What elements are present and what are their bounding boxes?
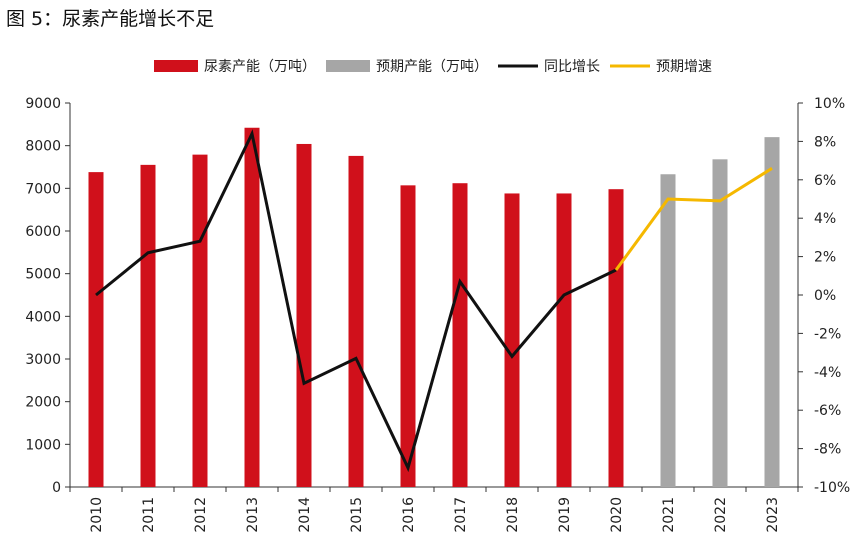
y-right-tick-label: -10% bbox=[814, 480, 850, 496]
y-right-tick-label: 6% bbox=[814, 173, 836, 189]
legend: 尿素产能（万吨） 预期产能（万吨） 同比增长 预期增速 bbox=[154, 59, 712, 75]
bar bbox=[660, 174, 676, 487]
x-tick-label: 2015 bbox=[349, 497, 365, 533]
x-tick-label: 2020 bbox=[609, 497, 625, 533]
x-tick-label: 2016 bbox=[401, 497, 417, 533]
bars bbox=[88, 127, 780, 488]
legend-label: 预期产能（万吨） bbox=[376, 59, 488, 75]
legend-swatch-bar bbox=[326, 60, 370, 72]
y-left-tick-label: 9000 bbox=[25, 96, 61, 112]
x-tick-label: 2017 bbox=[453, 497, 469, 533]
y-left-tick-label: 3000 bbox=[25, 352, 61, 368]
y-right-tick-label: 8% bbox=[814, 134, 836, 150]
legend-swatch-bar bbox=[154, 60, 198, 72]
series-line bbox=[614, 167, 773, 271]
bar bbox=[504, 193, 520, 487]
bar bbox=[296, 143, 312, 487]
y-right-tick-label: -2% bbox=[814, 326, 841, 342]
y-left-tick-label: 7000 bbox=[25, 181, 61, 197]
bar bbox=[608, 189, 624, 488]
legend-label: 预期增速 bbox=[656, 59, 712, 75]
y-right-tick-label: 0% bbox=[814, 288, 836, 304]
bar bbox=[400, 185, 416, 487]
chart-title: 图 5：尿素产能增长不足 bbox=[6, 8, 215, 30]
bar bbox=[348, 155, 364, 487]
bar bbox=[452, 183, 468, 488]
y-left-tick-label: 4000 bbox=[25, 309, 61, 325]
y-left-tick-label: 0 bbox=[52, 480, 61, 496]
x-tick-label: 2023 bbox=[765, 497, 781, 533]
y-left-tick-label: 2000 bbox=[25, 395, 61, 411]
x-tick-label: 2022 bbox=[713, 497, 729, 533]
x-tick-label: 2021 bbox=[661, 497, 677, 533]
y-right-tick-label: 2% bbox=[814, 250, 836, 266]
x-tick-label: 2013 bbox=[245, 497, 261, 533]
bar bbox=[140, 164, 156, 487]
y-right-tick-label: -6% bbox=[814, 403, 841, 419]
lines bbox=[95, 129, 773, 473]
axes: 0 1000 2000 3000 4000 5000 6000 7000 8000 9000 -10… bbox=[25, 96, 850, 533]
y-right-tick-label: -4% bbox=[814, 365, 841, 381]
bar bbox=[764, 137, 780, 487]
y-right-tick-label: -8% bbox=[814, 442, 841, 458]
legend-label: 尿素产能（万吨） bbox=[204, 59, 316, 75]
bar bbox=[192, 154, 208, 488]
y-left-tick-label: 1000 bbox=[25, 437, 61, 453]
x-tick-label: 2012 bbox=[193, 497, 209, 533]
x-tick-label: 2011 bbox=[141, 497, 157, 533]
x-tick-label: 2010 bbox=[89, 497, 105, 533]
y-left-tick-label: 8000 bbox=[25, 139, 61, 155]
legend-label: 同比增长 bbox=[544, 59, 600, 75]
x-tick-label: 2019 bbox=[557, 497, 573, 533]
x-tick-label: 2018 bbox=[505, 497, 521, 533]
bar bbox=[244, 127, 260, 487]
y-right-tick-label: 10% bbox=[814, 96, 845, 112]
y-left-tick-label: 5000 bbox=[25, 267, 61, 283]
bar bbox=[712, 159, 728, 487]
y-right-tick-label: 4% bbox=[814, 211, 836, 227]
x-tick-label: 2014 bbox=[297, 497, 313, 533]
bar bbox=[88, 172, 104, 487]
bar bbox=[556, 193, 572, 487]
y-left-tick-label: 6000 bbox=[25, 224, 61, 240]
